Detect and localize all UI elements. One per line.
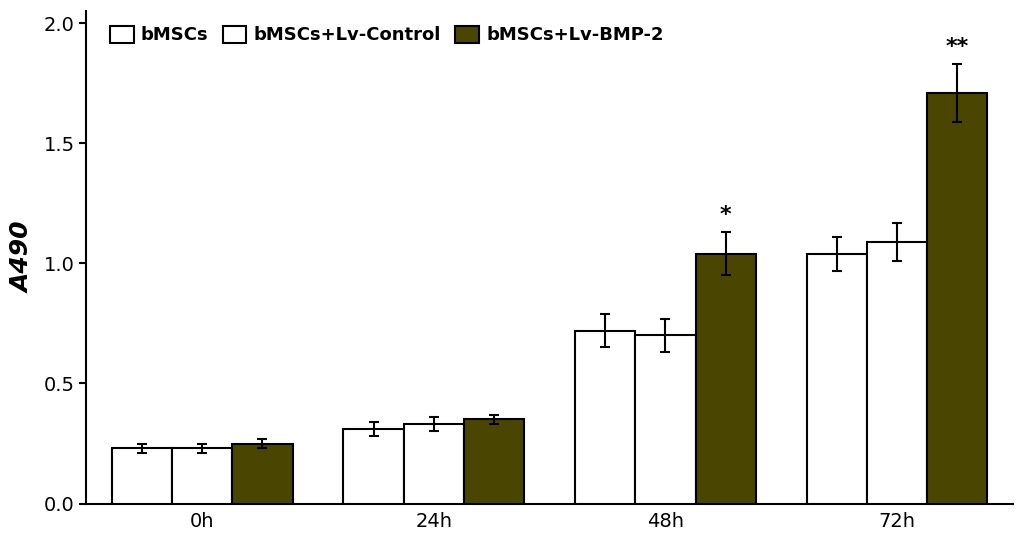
Bar [635,335,695,504]
Y-axis label: A490: A490 [11,222,35,293]
Bar [464,420,524,504]
Legend: bMSCs, bMSCs+Lv-Control, bMSCs+Lv-BMP-2: bMSCs, bMSCs+Lv-Control, bMSCs+Lv-BMP-2 [104,20,669,50]
Bar [112,448,172,504]
Bar [403,424,464,504]
Bar [172,448,232,504]
Bar [867,242,927,504]
Bar [232,443,293,504]
Bar [807,254,867,504]
Text: **: ** [946,37,969,57]
Text: *: * [720,205,731,225]
Bar [575,331,635,504]
Bar [695,254,756,504]
Bar [927,93,987,504]
Bar [343,429,403,504]
